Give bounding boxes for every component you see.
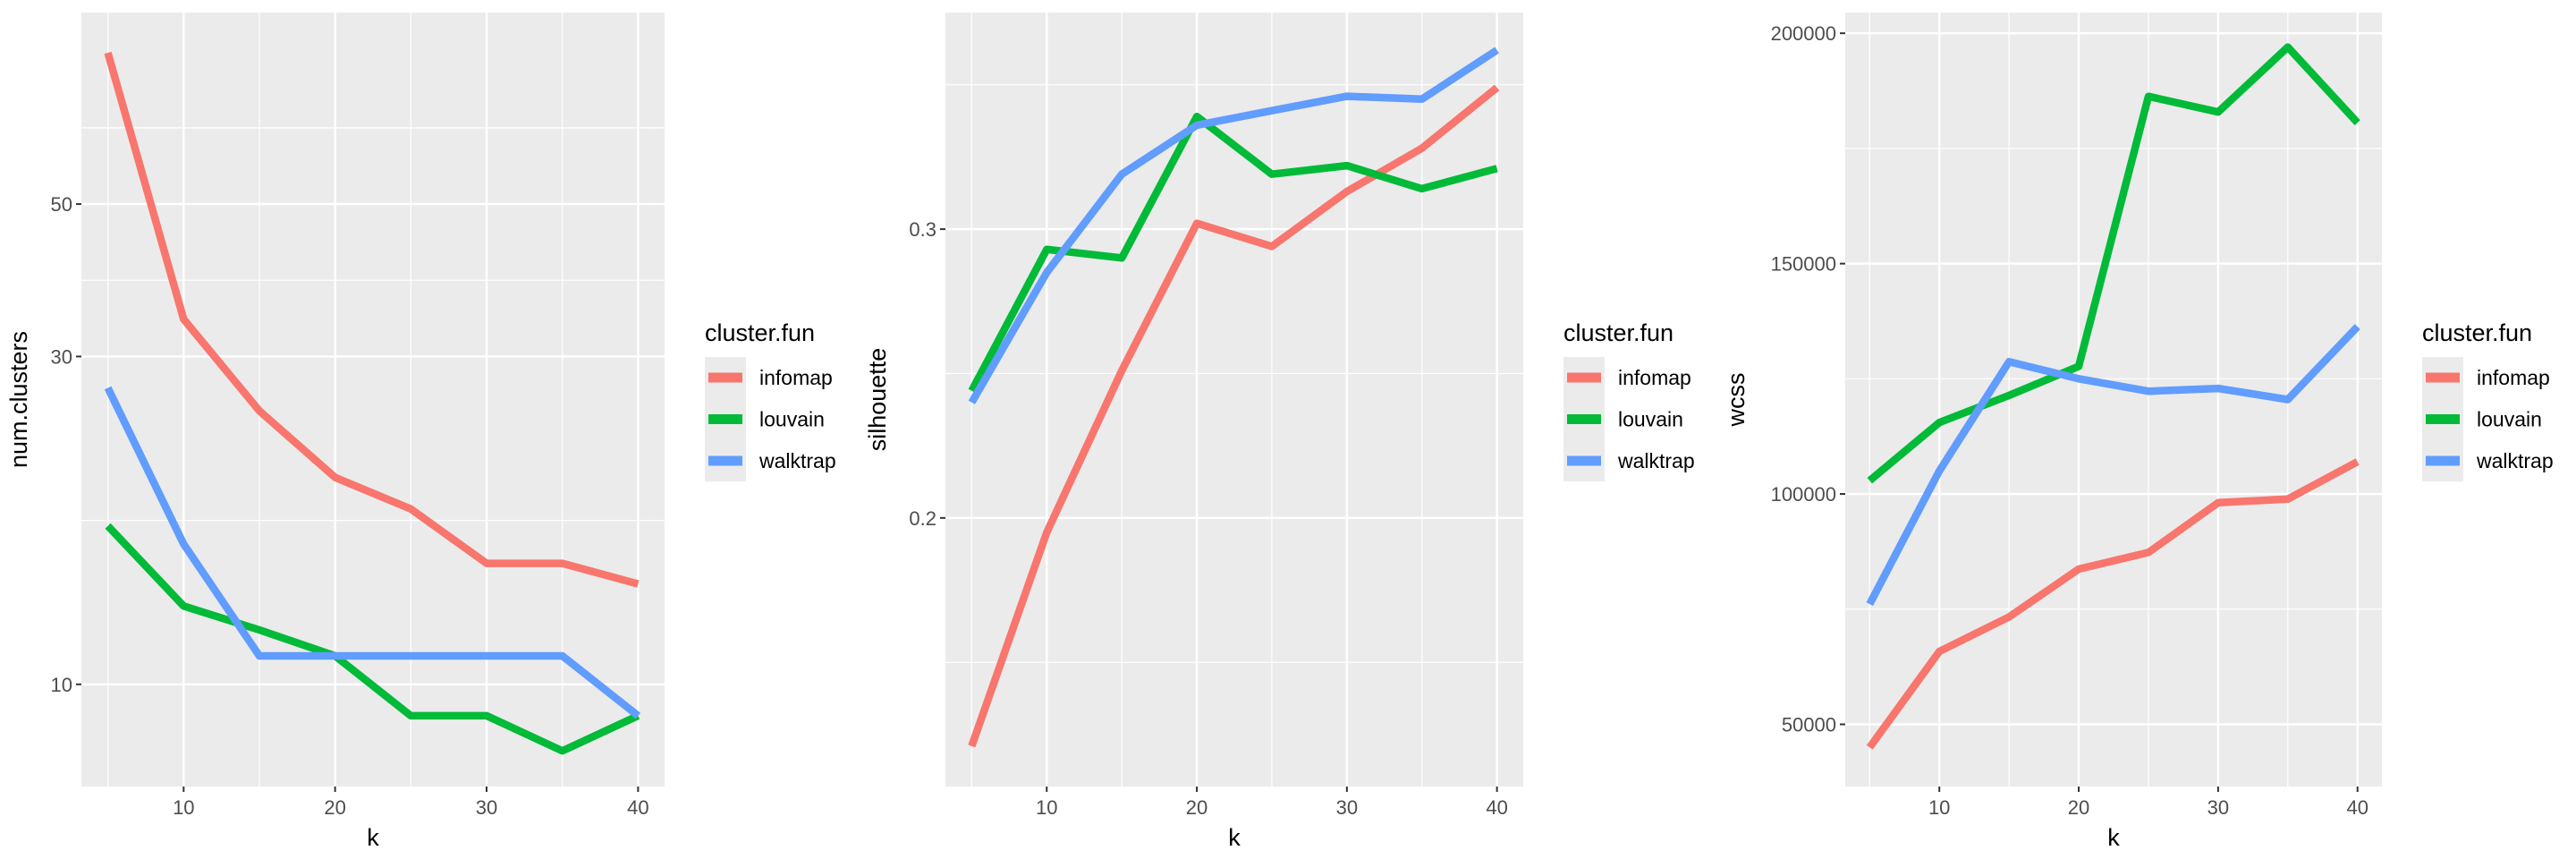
x-axis-title: k [2107,824,2120,851]
legend-label-infomap: infomap [1618,366,1691,389]
legend-label-walktrap: walktrap [758,449,836,472]
y-tick-label: 50 [51,193,72,216]
y-tick-label: 150000 [1771,253,1836,276]
x-tick-label: 30 [1336,796,1358,819]
legend: cluster.fun infomap louvain walktrap [705,319,836,481]
legend-label-louvain: louvain [759,408,825,431]
y-tick-label: 30 [51,345,72,368]
series-line-walktrap [104,386,641,719]
x-tick-label: 20 [324,796,345,819]
y-tick-label: 200000 [1771,22,1836,45]
series-line-walktrap [968,47,1499,404]
x-tick-label: 40 [1486,796,1507,819]
legend-label-walktrap: walktrap [1617,449,1695,472]
x-tick-label: 40 [2346,796,2368,819]
legend-label-infomap: infomap [2477,366,2550,389]
legend-label-infomap: infomap [759,366,833,389]
series-line-walktrap [1866,324,2360,607]
y-tick-label: 10 [51,674,72,696]
y-tick-label: 50000 [1782,713,1836,736]
legend-label-louvain: louvain [2477,408,2542,431]
chart-panel-3: 50000 100000 150000 200000 10 20 30 40 k wcss clus… [1723,13,2554,851]
x-axis-title: k [367,824,379,851]
y-tick-label: 0.3 [909,218,936,241]
legend-label-walktrap: walktrap [2476,449,2554,472]
x-tick-label: 40 [627,796,648,819]
legend-label-louvain: louvain [1618,408,1683,431]
legend-title: cluster.fun [1563,319,1674,346]
x-tick-label: 20 [2068,796,2089,819]
legend: cluster.fun infomap louvain walktrap [2422,319,2554,481]
x-tick-label: 30 [476,796,497,819]
chart-panel-1: 10 30 50 10 20 30 40 k num.clusters cluster.fun in… [5,13,836,851]
y-axis-title: silhouette [864,348,891,452]
y-axis-title: num.clusters [5,331,32,468]
x-tick-label: 10 [1036,796,1057,819]
series-line-louvain [105,523,640,755]
x-tick-label: 10 [173,796,194,819]
series-line-infomap [1866,458,2360,750]
series-line-infomap [968,84,1500,748]
legend-title: cluster.fun [705,319,815,346]
series-line-louvain [1867,43,2360,484]
x-tick-label: 10 [1928,796,1950,819]
x-tick-label: 20 [1186,796,1208,819]
chart-panel-2: 0.2 0.3 10 20 30 40 k silhouette cluster.fun info… [864,13,1695,851]
plot-background [945,13,1523,787]
y-tick-label: 100000 [1771,483,1836,506]
x-axis-title: k [1228,824,1241,851]
series-line-infomap [104,51,640,588]
y-axis-title: wcss [1723,373,1750,428]
y-tick-label: 0.2 [909,507,936,530]
x-tick-label: 30 [2207,796,2229,819]
legend-title: cluster.fun [2422,319,2532,346]
legend: cluster.fun infomap louvain walktrap [1563,319,1695,481]
